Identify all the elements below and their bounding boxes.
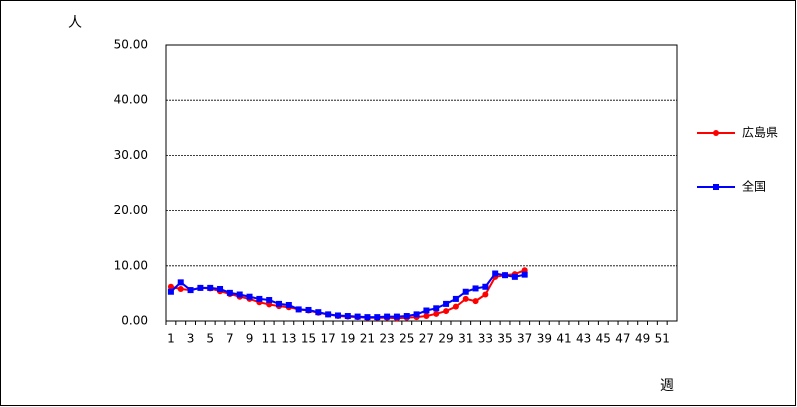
data-point (452, 303, 459, 310)
x-tick-label: 47 (615, 332, 630, 346)
data-point (462, 288, 469, 295)
data-point (207, 284, 214, 291)
data-point (511, 273, 518, 280)
legend-marker (713, 184, 719, 190)
data-point (413, 311, 420, 318)
x-tick-label: 39 (537, 332, 552, 346)
data-point (187, 287, 194, 294)
data-point (472, 298, 479, 305)
plot-area (166, 45, 677, 321)
x-tick-label: 51 (655, 332, 670, 346)
data-point (423, 313, 430, 320)
data-point (393, 313, 400, 320)
data-point (354, 313, 361, 320)
data-point (364, 314, 371, 321)
data-point (256, 295, 263, 302)
x-tick-label: 45 (596, 332, 611, 346)
data-point (197, 284, 204, 291)
data-point (177, 285, 184, 292)
x-tick-label: 5 (206, 332, 214, 346)
x-tick-label: 41 (556, 332, 571, 346)
data-point (177, 279, 184, 286)
x-tick-label: 1 (167, 332, 175, 346)
data-point (502, 272, 509, 279)
x-tick-label: 15 (301, 332, 316, 346)
data-point (276, 300, 283, 307)
data-point (443, 300, 450, 307)
data-point (217, 285, 224, 292)
x-tick-label: 37 (517, 332, 532, 346)
data-point (433, 305, 440, 312)
data-point (452, 295, 459, 302)
x-tick-label: 3 (187, 332, 195, 346)
x-tick-label: 19 (340, 332, 355, 346)
y-tick-label: 10.00 (114, 258, 148, 272)
x-tick-label: 27 (419, 332, 434, 346)
y-axis-label: 人 (68, 15, 82, 31)
x-tick-label: 9 (246, 332, 254, 346)
data-point (226, 289, 233, 296)
y-tick-label: 50.00 (114, 38, 148, 52)
x-tick-label: 29 (438, 332, 453, 346)
data-point (305, 306, 312, 313)
data-point (325, 311, 332, 318)
data-point (295, 306, 302, 313)
data-point (433, 310, 440, 317)
data-point (246, 293, 253, 300)
data-point (285, 301, 292, 308)
x-tick-label: 35 (497, 332, 512, 346)
data-point (521, 271, 528, 278)
x-tick-label: 43 (576, 332, 591, 346)
legend-label: 広島県 (742, 125, 778, 140)
legend-marker (713, 130, 719, 136)
data-point (266, 297, 273, 304)
x-tick-label: 21 (360, 332, 375, 346)
data-point (403, 313, 410, 320)
y-tick-label: 40.00 (114, 93, 148, 107)
x-tick-label: 11 (262, 332, 277, 346)
data-point (482, 291, 489, 298)
data-point (236, 291, 243, 298)
y-tick-label: 0.00 (121, 314, 148, 328)
data-point (462, 295, 469, 302)
data-point (374, 314, 381, 321)
data-point (472, 285, 479, 292)
x-tick-label: 13 (281, 332, 296, 346)
data-point (167, 283, 174, 290)
legend-label: 全国 (742, 179, 766, 194)
data-point (344, 313, 351, 320)
x-tick-label: 23 (379, 332, 394, 346)
x-tick-label: 7 (226, 332, 234, 346)
data-point (384, 313, 391, 320)
data-point (492, 270, 499, 277)
x-tick-label: 17 (321, 332, 336, 346)
x-axis-label: 週 (660, 378, 674, 394)
y-tick-label: 30.00 (114, 148, 148, 162)
x-tick-label: 25 (399, 332, 414, 346)
data-point (334, 312, 341, 319)
data-point (315, 309, 322, 316)
x-tick-label: 31 (458, 332, 473, 346)
data-point (443, 308, 450, 315)
x-tick-label: 33 (478, 332, 493, 346)
y-tick-label: 20.00 (114, 203, 148, 217)
data-point (167, 288, 174, 295)
data-point (423, 307, 430, 314)
x-tick-label: 49 (635, 332, 650, 346)
data-point (482, 283, 489, 290)
